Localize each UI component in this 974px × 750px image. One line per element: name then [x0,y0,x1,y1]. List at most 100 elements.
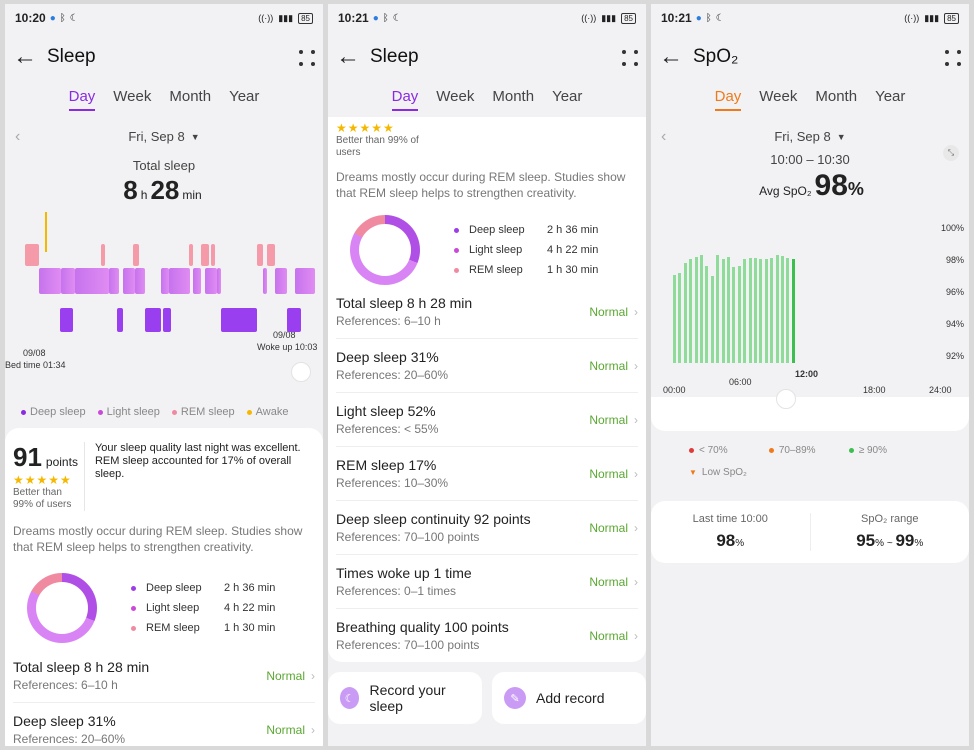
item-status: Normal [589,358,628,373]
list-item[interactable]: Deep sleep continuity 92 points Reference… [336,501,638,555]
spo2-chart[interactable]: 100% 98% 96% 94% 92% 00:00 06:00 12:00 1… [651,207,969,395]
shield-icon: ● [372,12,379,24]
chevron-left-icon[interactable]: ‹ [661,127,667,145]
expand-icon[interactable]: ⤡ [943,145,959,161]
tab-month[interactable]: Month [815,88,858,105]
spo2-bar [721,259,725,363]
spo2-bar [791,259,795,363]
tab-month[interactable]: Month [169,88,212,105]
sleep-stage-bar-light [75,268,109,294]
spo2-bar [781,256,784,363]
chart-scrubber-handle[interactable] [291,362,311,382]
total-sleep-label: Total sleep [132,158,196,173]
date-selector[interactable]: ‹ Fri, Sep 8 ▼ [5,127,323,145]
sleep-stage-bar-deep [163,308,171,332]
sleep-details-card: ★★★★★ Better than 99% of users Dreams mo… [328,117,646,662]
sleep-stage-chart[interactable]: 09/08 Bed time 01:34 09/08 Woke up 10:03 [5,212,323,382]
legend-rem: REM sleep [171,406,235,418]
tab-month[interactable]: Month [492,88,535,105]
dreams-tip: Dreams mostly occur during REM sleep. St… [13,524,303,554]
period-tabs: Day Week Month Year [651,88,969,111]
period-tabs: Day Week Month Year [5,88,323,111]
list-item[interactable]: Deep sleep 31% References: 20–60% Normal › [336,339,638,393]
page-title: Sleep [370,46,419,67]
range-high: 99 [895,531,915,550]
spo2-bar [678,273,682,363]
back-arrow-icon[interactable]: ← [659,43,683,70]
moon-icon: ☾ [715,12,725,24]
date-selector[interactable]: ‹ Fri, Sep 8 ▼ ⤡ [651,127,969,161]
wake-time: Woke up 10:03 [257,342,318,352]
sleep-stage-bar-light [169,268,190,294]
tab-day[interactable]: Day [391,88,419,111]
list-item[interactable]: Total sleep 8 h 28 min References: 6–10 h… [336,285,638,339]
spo2-bar [716,255,720,363]
item-reference: References: 70–100 points [336,530,480,544]
spo2-bar [748,258,752,363]
list-item[interactable]: Breathing quality 100 points References: … [336,609,638,662]
sleep-stage-bar-light [135,268,145,294]
dreams-tip: Dreams mostly occur during REM sleep. St… [336,170,626,200]
sleep-stage-bar-light [263,268,267,294]
list-item[interactable]: REM sleep 17% References: 10–30% Normal › [336,447,638,501]
spo2-bar [700,255,703,363]
record-sleep-button[interactable]: ☾ Record your sleep [328,672,482,724]
sleep-screen-2: 10:21 ● ᛒ ☾ ((·)) ▮▮▮ 85 ← Sleep Day Week … [328,4,646,746]
legend-deep: Deep sleep [21,406,86,418]
donut-legend-deep: Deep sleep 2 h 36 min [131,578,275,598]
chart-scrubber-handle[interactable] [776,389,796,409]
star-rating: ★★★★★ [336,121,395,135]
moon-icon: ☾ [392,12,402,24]
chevron-right-icon: › [634,358,638,373]
percentile-text: Better than 99% of users [336,135,419,158]
y-tick: 100% [941,223,965,233]
list-item[interactable]: Deep sleep 31% References: 20–60% Normal › [13,703,315,746]
moon-icon: ☾ [340,687,360,709]
tab-year[interactable]: Year [552,88,583,105]
list-item[interactable]: Total sleep 8 h 28 min References: 6–10 h… [13,649,315,703]
tab-week[interactable]: Week [436,88,475,105]
chevron-right-icon: › [634,574,638,589]
sleep-stage-bar-light [275,268,287,294]
sleep-score-card: 91 points ★★★★★ Better than 99% of users … [5,428,323,746]
legend-light: Light sleep [97,406,160,418]
chevron-right-icon: › [311,668,315,683]
back-arrow-icon[interactable]: ← [336,43,360,70]
tab-week[interactable]: Week [113,88,152,105]
moon-icon: ☾ [69,12,79,24]
more-menu-icon[interactable] [620,48,638,66]
tab-year[interactable]: Year [875,88,906,105]
y-tick: 96% [946,287,965,297]
tab-day[interactable]: Day [714,88,742,111]
item-title: Light sleep 52% [336,403,436,419]
sleep-stage-bar-light [193,268,201,294]
x-tick: 00:00 [663,385,686,395]
item-title: Total sleep 8 h 28 min [336,295,473,311]
sleep-stage-bar-awake [45,212,47,252]
add-record-button[interactable]: ✎ Add record [492,672,646,724]
app-bar: ← Sleep [328,32,646,82]
item-status: Normal [589,574,628,589]
list-item[interactable]: Light sleep 52% References: < 55% Normal › [336,393,638,447]
tab-week[interactable]: Week [759,88,798,105]
sleep-stage-bar-rem [101,244,105,266]
sleep-legend: Deep sleep Light sleep REM sleep Awake [5,406,323,418]
list-item[interactable]: Times woke up 1 time References: 0–1 time… [336,555,638,609]
tab-year[interactable]: Year [229,88,260,105]
spo2-bar [764,259,768,363]
sleep-stage-bar-light [161,268,169,294]
avg-spo2: Avg SpO₂ 98% [759,169,864,202]
sleep-stage-bar-rem [267,244,275,266]
spo2-bar [689,259,693,363]
more-menu-icon[interactable] [943,48,961,66]
item-title: Times woke up 1 time [336,565,472,581]
range-low: 95 [856,531,876,550]
sleep-stage-bar-light [217,268,221,294]
chevron-left-icon[interactable]: ‹ [15,127,21,145]
more-menu-icon[interactable] [297,48,315,66]
spo2-bar [710,276,714,363]
back-arrow-icon[interactable]: ← [13,43,37,70]
chevron-right-icon: › [634,304,638,319]
tab-day[interactable]: Day [68,88,96,111]
bluetooth-icon: ᛒ [59,12,66,24]
